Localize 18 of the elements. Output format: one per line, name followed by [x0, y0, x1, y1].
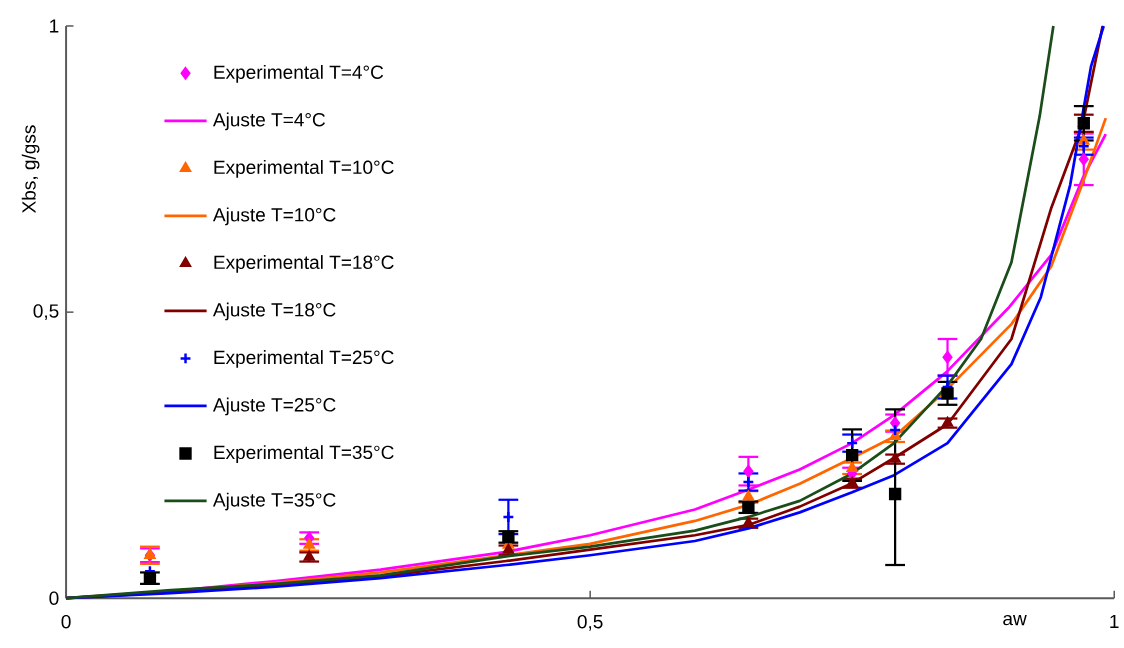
legend-label: Experimental T=18°C [214, 255, 394, 273]
x-axis-title: aw [1003, 614, 1027, 626]
y-tick-label: 0 [49, 591, 59, 605]
legend-label: Experimental T=10°C [214, 159, 394, 178]
x-tick-label: 0 [61, 614, 71, 629]
legend-label: Experimental T=4°C [214, 64, 384, 83]
legend-label: Experimental T=35°C [214, 445, 394, 463]
legend-label: Ajuste T=35°C [212, 492, 336, 511]
legend-label: Ajuste T=25°C [212, 397, 336, 416]
y-tick-label: 0,5 [33, 304, 59, 320]
x-tick-label: 1 [1110, 614, 1119, 628]
legend-label: Experimental T=25°C [214, 350, 394, 368]
x-tick-label: 0,5 [577, 614, 603, 631]
legend-label: Ajuste T=4°C [212, 112, 325, 131]
legend-label: Ajuste T=18°C [212, 302, 336, 321]
y-tick-label: 1 [50, 19, 59, 33]
y-axis-title: Xbs, g/gss [21, 125, 40, 213]
legend-label: Ajuste T=10°C [212, 207, 336, 226]
